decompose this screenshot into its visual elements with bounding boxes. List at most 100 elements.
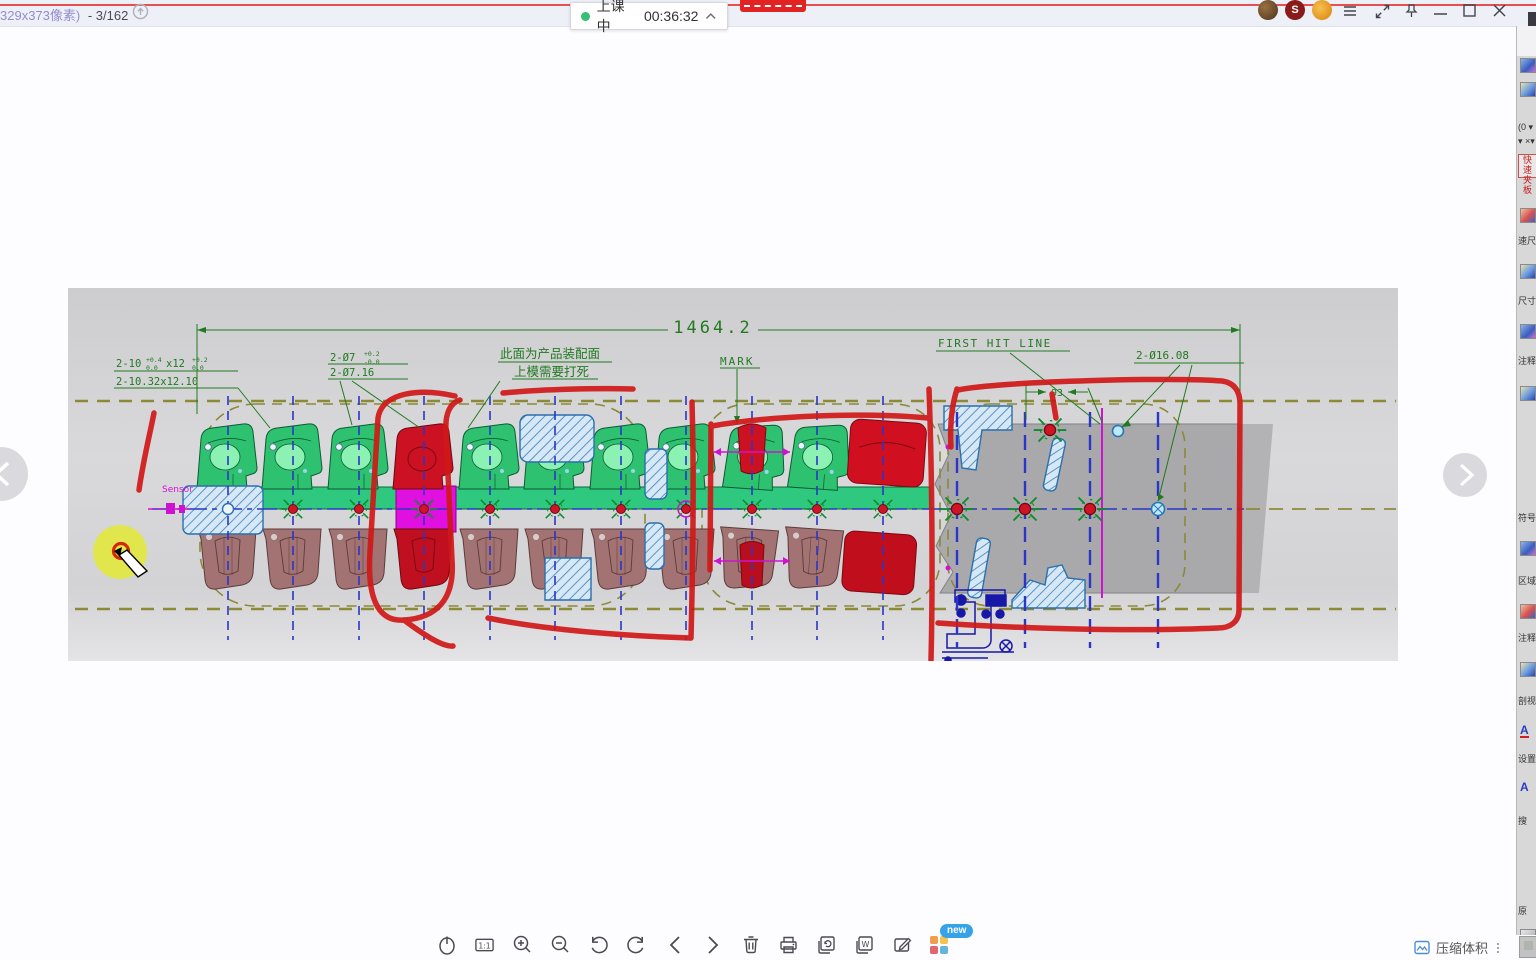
cad-tool-label[interactable]: 剖视: [1518, 696, 1536, 706]
cad-sidebar-strip: (0 ▾ ▾ ×▾ 快速 夹板 速尺 尺寸 注释 符号 区域 注释 剖视 A 设置…: [1516, 26, 1536, 935]
cad-tool-label[interactable]: ▾ ×▾: [1518, 136, 1535, 146]
avatar-letter: S: [1291, 4, 1299, 16]
cad-tool-icon[interactable]: [1520, 662, 1536, 677]
next-page-icon[interactable]: [702, 934, 723, 955]
cad-tool-icon[interactable]: [1520, 604, 1536, 619]
fullscreen-button[interactable]: [1374, 3, 1391, 25]
die-note: 上模需要打死: [514, 364, 589, 379]
hole-dim-actual: 2-Ø7.16: [330, 367, 374, 379]
red-block-station: [841, 418, 927, 596]
avatar[interactable]: S: [1285, 0, 1305, 20]
centerlines: [152, 396, 1244, 648]
chevron-up-icon[interactable]: [705, 12, 717, 20]
menu-button[interactable]: [1342, 3, 1358, 24]
first-hit-label: FIRST HIT LINE: [938, 337, 1052, 350]
more-apps-icon[interactable]: new: [930, 923, 974, 954]
pin-button[interactable]: [1404, 3, 1419, 24]
tolerance: -0.0: [364, 358, 380, 366]
convert-page-icon[interactable]: [816, 934, 837, 955]
previous-page-icon[interactable]: [664, 934, 685, 955]
cad-tool-icon[interactable]: [1520, 264, 1536, 279]
slot-dim-actual: 2-10.32x12.10: [116, 376, 198, 388]
compress-label: 压缩体积: [1436, 941, 1489, 956]
shared-cad-drawing: Sensor 1464.2 2-10 +0.4 0.0 x12 +0.2: [68, 288, 1398, 664]
minimize-button[interactable]: [1433, 6, 1448, 24]
strip-top: [1517, 26, 1536, 56]
grid-tile: [930, 945, 938, 954]
slot-dim: x12: [166, 358, 185, 370]
cad-tool-label[interactable]: 速尺: [1518, 236, 1536, 246]
cad-tool-label[interactable]: 注释: [1518, 633, 1536, 643]
share-upload-icon[interactable]: [132, 3, 149, 25]
class-timer: 00:36:32: [643, 8, 699, 24]
zoom-in-icon[interactable]: [512, 934, 533, 955]
previous-image-arrow[interactable]: [0, 447, 28, 501]
highlight-station-red: [392, 423, 454, 590]
avatar[interactable]: [1312, 0, 1332, 20]
cad-tool-label[interactable]: 搜: [1518, 816, 1528, 826]
cad-dimensions: 1464.2 2-10 +0.4 0.0 x12 +0.2 0.0 2-10.3…: [114, 318, 1244, 502]
rapid-dimension-icon[interactable]: [1520, 208, 1536, 223]
maximize-button[interactable]: [1462, 3, 1477, 23]
cad-tool-label[interactable]: 尺寸: [1518, 296, 1536, 306]
window-title: 329x373像素) - 3/162: [0, 5, 128, 24]
sensor-label: Sensor: [162, 485, 193, 495]
cad-tool-label[interactable]: 注释: [1518, 356, 1536, 366]
cad-tool-label[interactable]: 原: [1518, 906, 1528, 916]
zoom-out-icon[interactable]: [550, 934, 571, 955]
delete-icon[interactable]: [740, 934, 761, 955]
dim-93: 93: [1051, 388, 1063, 399]
collapsed-annotation-bar[interactable]: [740, 0, 806, 12]
class-timer-pill[interactable]: 上课中 00:36:32: [570, 0, 728, 34]
timer-mouse-icon[interactable]: [436, 934, 457, 955]
tolerance: 0.0: [192, 364, 204, 372]
background-window-edge: [1528, 12, 1536, 26]
avatar[interactable]: [1258, 0, 1278, 20]
hole-dim: 2-Ø7: [330, 352, 355, 364]
actual-size-icon[interactable]: 1:1: [474, 934, 495, 955]
export-word-icon[interactable]: W: [854, 934, 875, 955]
compress-volume-control[interactable]: 压缩体积: [1414, 938, 1502, 957]
quick-clamp-label[interactable]: 快速 夹板: [1518, 154, 1536, 195]
cad-tool-icon[interactable]: [1520, 324, 1536, 339]
cad-tool-label[interactable]: 设置: [1518, 754, 1536, 764]
grid-tile: [940, 945, 948, 954]
undo-icon[interactable]: [588, 934, 609, 955]
red-marker-annotations: [136, 376, 1243, 663]
cad-tool-icon[interactable]: [1520, 386, 1536, 401]
viewer-toolbar: 1:1 W: [436, 923, 974, 955]
next-image-arrow[interactable]: [1443, 453, 1487, 497]
cad-tool-label[interactable]: (0 ▾: [1518, 122, 1534, 132]
cad-tool-icon[interactable]: [1520, 58, 1536, 73]
image-size-text: 329x373像素): [0, 8, 81, 23]
dashed-handle: [744, 5, 802, 7]
sensor-mechanism-detail: [942, 589, 1014, 664]
edit-annotate-icon[interactable]: [892, 934, 913, 955]
close-button[interactable]: [1492, 3, 1507, 23]
cad-tool-icon[interactable]: [1520, 82, 1536, 97]
print-icon[interactable]: [778, 934, 799, 955]
total-length-dim: 1464.2: [673, 318, 752, 338]
participant-avatars[interactable]: S: [1258, 0, 1332, 20]
svg-text:W: W: [862, 940, 870, 949]
tolerance: +0.2: [364, 350, 380, 358]
hatched-tooling-zones: [182, 405, 1086, 609]
tolerance: +0.2: [192, 356, 208, 364]
text-search-icon[interactable]: A: [1520, 780, 1529, 794]
text-style-icon[interactable]: A: [1520, 723, 1529, 738]
recording-dot: [581, 11, 590, 21]
grid-tile: [940, 935, 948, 944]
taskbar-thumbnail[interactable]: [1519, 936, 1536, 958]
mark-label: MARK: [720, 355, 755, 368]
assembly-face-note: 此面为产品装配面: [500, 346, 600, 361]
cad-tool-label[interactable]: 符号: [1518, 513, 1536, 523]
redo-icon[interactable]: [626, 934, 647, 955]
cad-tool-icon[interactable]: [1520, 929, 1536, 935]
strip-layout-drawing: Sensor 1464.2 2-10 +0.4 0.0 x12 +0.2: [68, 288, 1398, 664]
pen-cursor: [117, 549, 149, 578]
cad-tool-icon[interactable]: [1520, 541, 1536, 556]
more-options-icon[interactable]: [1494, 942, 1502, 953]
cad-tool-label[interactable]: 区域: [1518, 576, 1536, 586]
tolerance: +0.4: [146, 356, 162, 364]
